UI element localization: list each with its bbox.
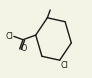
Text: O: O <box>20 44 27 53</box>
Text: Cl: Cl <box>60 61 68 70</box>
Text: Cl: Cl <box>6 32 13 41</box>
